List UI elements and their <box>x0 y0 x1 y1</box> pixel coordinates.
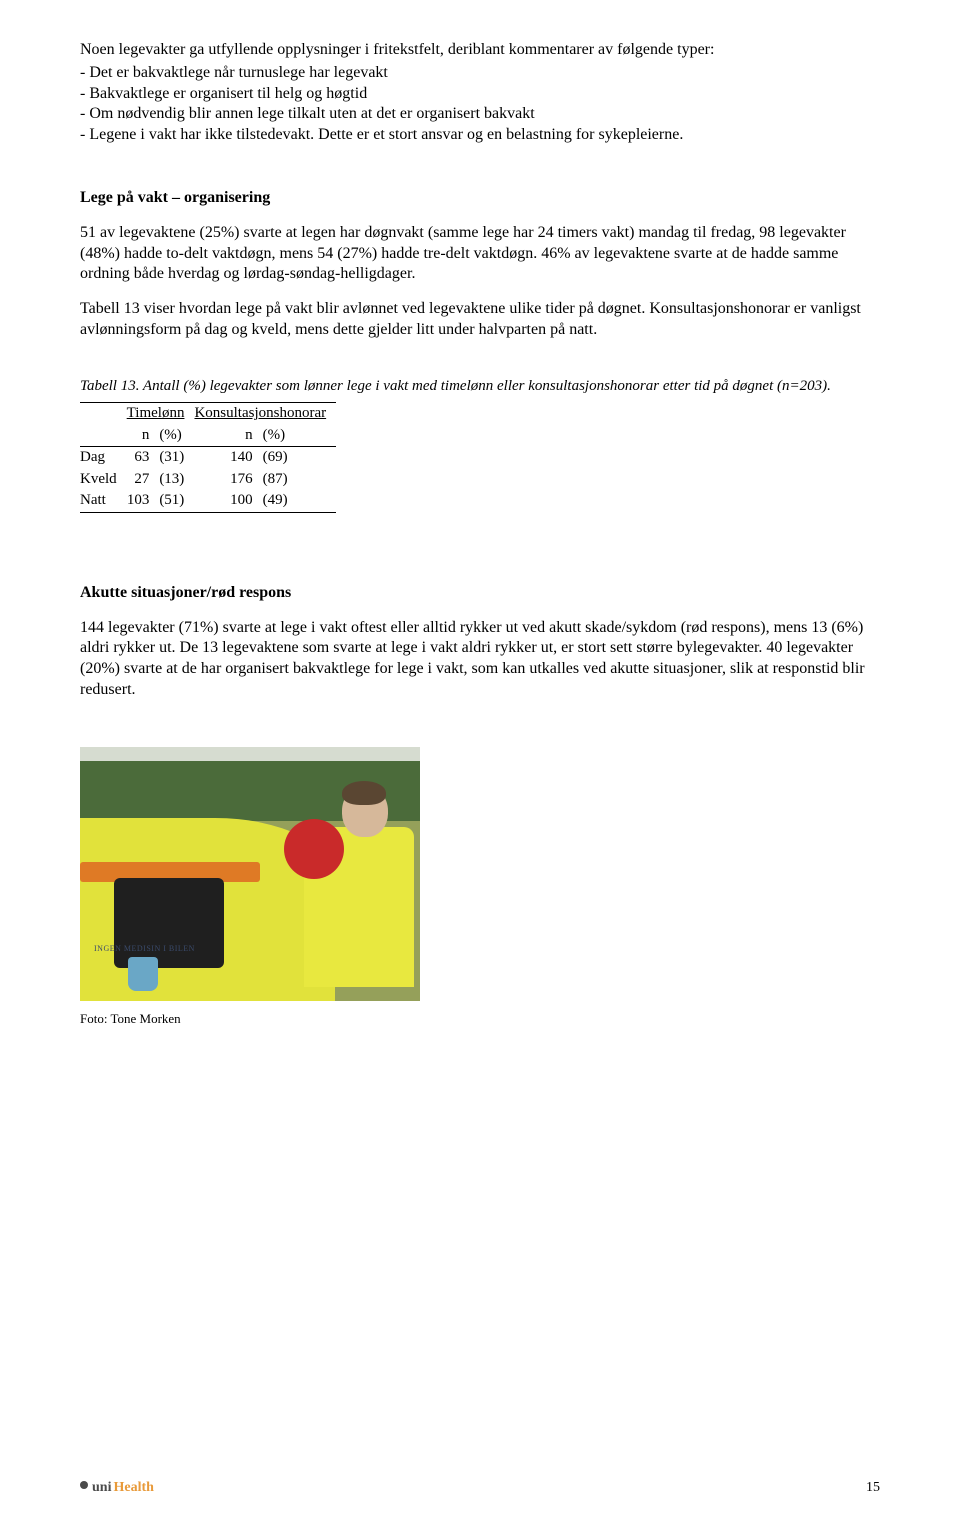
list-item: Det er bakvaktlege når turnuslege har le… <box>80 63 880 84</box>
table-col-timelonn: Timelønn <box>127 403 195 425</box>
section2-p1: 144 legevakter (71%) svarte at lege i va… <box>80 618 880 701</box>
table-col-konsultasjonshonorar: Konsultasjonshonorar <box>194 403 336 425</box>
table-sub-n: n <box>194 425 262 447</box>
page-number: 15 <box>866 1479 880 1497</box>
table-cell: (49) <box>263 490 336 512</box>
table-sub-pct: (%) <box>159 425 194 447</box>
photo-ambulance: INGEN MEDISIN I BILEN <box>80 747 420 1001</box>
section-heading-akutte: Akutte situasjoner/rød respons <box>80 583 880 604</box>
footer-logo-health: Health <box>113 1479 153 1497</box>
footer-logo: uni Health <box>80 1479 154 1497</box>
page-footer: uni Health 15 <box>80 1479 880 1497</box>
section-heading-organisering: Lege på vakt – organisering <box>80 188 880 209</box>
photo-door-text: INGEN MEDISIN I BILEN <box>94 944 195 954</box>
logo-dot-icon <box>80 1481 88 1489</box>
table-sub-n: n <box>127 425 160 447</box>
table-cell: 103 <box>127 490 160 512</box>
table-cell: (51) <box>159 490 194 512</box>
intro-list: Det er bakvaktlege når turnuslege har le… <box>80 63 880 146</box>
table-cell: (69) <box>263 447 336 469</box>
list-item: Bakvaktlege er organisert til helg og hø… <box>80 84 880 105</box>
list-item: Legene i vakt har ikke tilstedevakt. Det… <box>80 125 880 146</box>
table-sub-pct: (%) <box>263 425 336 447</box>
list-item: Om nødvendig blir annen lege tilkalt ute… <box>80 104 880 125</box>
photo-caption: Foto: Tone Morken <box>80 1011 880 1028</box>
table-cell: 27 <box>127 469 160 491</box>
table-row-label: Dag <box>80 447 127 469</box>
table13: Timelønn Konsultasjonshonorar n (%) n (%… <box>80 402 336 513</box>
table-row-label: Natt <box>80 490 127 512</box>
footer-logo-uni: uni <box>92 1479 111 1497</box>
table-cell: (31) <box>159 447 194 469</box>
table13-caption: Tabell 13. Antall (%) legevakter som løn… <box>80 377 880 397</box>
table-cell: (13) <box>159 469 194 491</box>
table-cell: 63 <box>127 447 160 469</box>
table-cell: 100 <box>194 490 262 512</box>
intro-lead: Noen legevakter ga utfyllende opplysning… <box>80 40 880 61</box>
table-row-label: Kveld <box>80 469 127 491</box>
table-cell: (87) <box>263 469 336 491</box>
section1-p1: 51 av legevaktene (25%) svarte at legen … <box>80 223 880 285</box>
table-cell: 140 <box>194 447 262 469</box>
section1-p2: Tabell 13 viser hvordan lege på vakt bli… <box>80 299 880 341</box>
table-cell: 176 <box>194 469 262 491</box>
